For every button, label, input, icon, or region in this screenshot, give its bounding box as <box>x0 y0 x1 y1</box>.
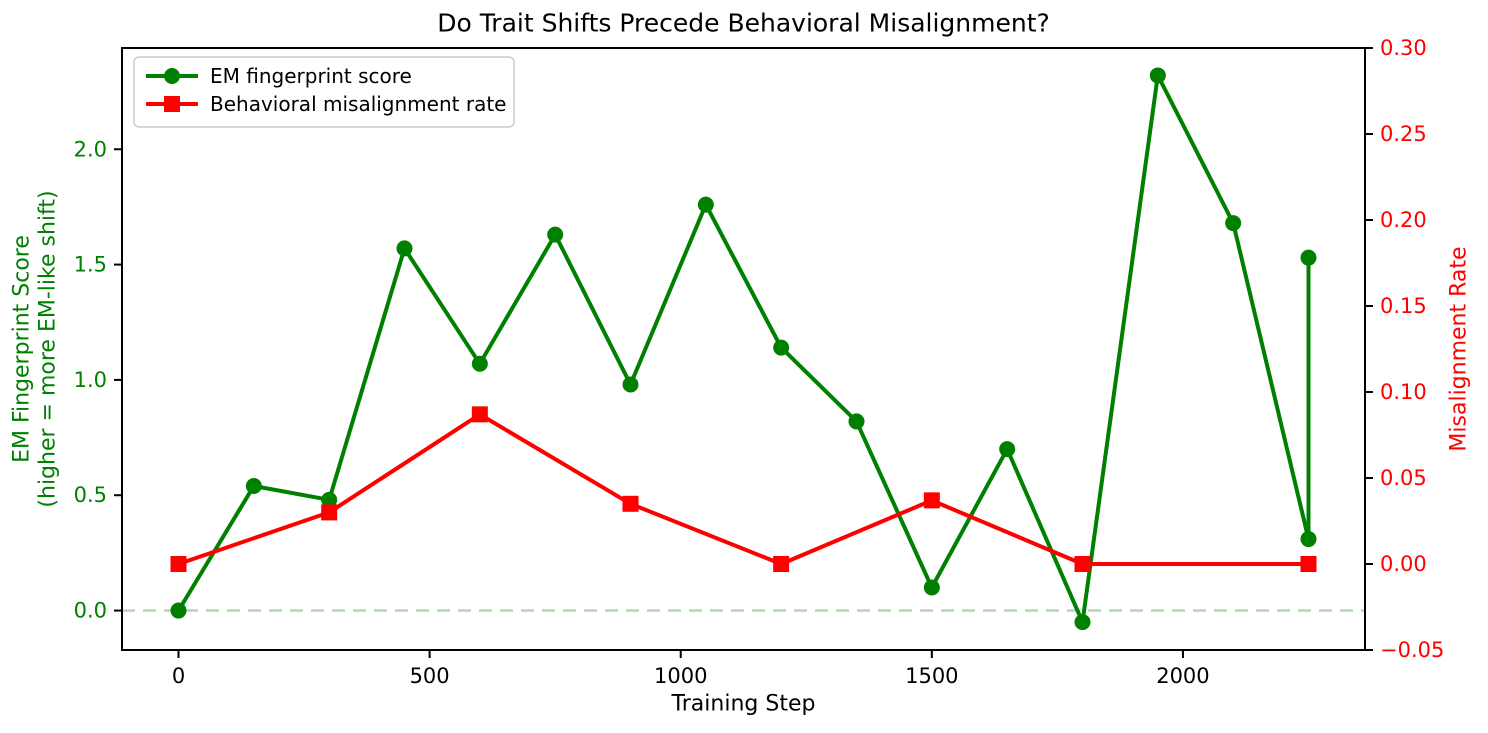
data-point-marker <box>773 339 790 356</box>
left-y-tick-label: 2.0 <box>74 137 107 161</box>
data-point-marker <box>547 226 564 243</box>
x-tick-label: 0 <box>172 664 185 688</box>
x-axis: 0 500 1000 1500 2000 Training Step <box>172 650 1210 717</box>
right-y-tick-label: 0.00 <box>1380 552 1427 576</box>
legend-item-label: Behavioral misalignment rate <box>210 92 506 116</box>
misalignment-line <box>176 412 1311 566</box>
data-point-marker <box>1225 215 1242 232</box>
left-y-tick-label: 0.5 <box>74 483 107 507</box>
left-y-axis: 0.0 0.5 1.0 1.5 2.0 EM Fingerprint Score (high… <box>10 137 122 623</box>
legend: EM fingerprint score Behavioral misalignm… <box>133 56 515 128</box>
data-point-marker <box>471 406 488 423</box>
data-point-marker <box>622 495 639 512</box>
data-point-marker <box>170 556 187 572</box>
left-y-tick-label: 0.0 <box>74 599 107 623</box>
x-tick-label: 2000 <box>1156 664 1209 688</box>
data-point-marker <box>773 556 790 572</box>
legend-item-label: EM fingerprint score <box>210 64 412 88</box>
data-point-marker <box>471 355 488 372</box>
legend-square-marker-icon <box>164 96 180 112</box>
right-y-tick-label: 0.20 <box>1380 208 1427 232</box>
data-point-marker <box>396 240 413 257</box>
right-y-tick-label: 0.05 <box>1380 466 1427 490</box>
em-fingerprint-line <box>176 73 1311 625</box>
x-tick-label: 1000 <box>654 664 707 688</box>
data-point-marker <box>923 579 940 596</box>
left-y-tick-label: 1.0 <box>74 368 107 392</box>
data-point-marker <box>1300 531 1317 548</box>
x-axis-label: Training Step <box>671 692 816 717</box>
data-point-marker <box>1074 614 1091 631</box>
right-y-tick-label: −0.05 <box>1380 638 1444 662</box>
chart-title: Do Trait Shifts Precede Behavioral Misal… <box>437 9 1050 38</box>
series-misalignment-rate <box>170 406 1317 572</box>
right-y-tick-label: 0.25 <box>1380 122 1427 146</box>
right-y-axis: −0.05 0.00 0.05 0.10 0.15 0.20 0.25 0.30 Misalig… <box>1365 36 1472 662</box>
right-y-tick-label: 0.30 <box>1380 36 1427 60</box>
right-y-axis-label: Misalignment Rate <box>1447 246 1472 451</box>
data-point-marker <box>1300 556 1317 572</box>
data-point-marker <box>1149 67 1166 84</box>
left-y-axis-label-line1: EM Fingerprint Score <box>10 235 35 463</box>
data-point-marker <box>321 491 338 508</box>
left-y-tick-label: 1.5 <box>74 253 107 277</box>
left-y-axis-label-line2: (higher = more EM-like shift) <box>36 190 61 507</box>
data-point-marker <box>697 196 714 213</box>
data-point-marker <box>999 441 1016 458</box>
data-point-marker <box>923 492 940 509</box>
data-point-marker <box>170 602 187 619</box>
legend-circle-marker-icon <box>164 68 180 84</box>
x-tick-label: 500 <box>410 664 450 688</box>
data-point-marker <box>848 413 865 430</box>
series-em-fingerprint <box>170 67 1317 631</box>
data-point-marker <box>622 376 639 393</box>
data-point-marker <box>245 478 262 495</box>
right-y-tick-label: 0.10 <box>1380 380 1427 404</box>
plot-border <box>121 47 1366 651</box>
legend-box <box>133 56 515 128</box>
data-point-marker <box>1300 249 1317 266</box>
right-y-tick-label: 0.15 <box>1380 294 1427 318</box>
x-tick-label: 1500 <box>905 664 958 688</box>
data-point-marker <box>321 504 338 521</box>
data-point-marker <box>1074 556 1091 572</box>
